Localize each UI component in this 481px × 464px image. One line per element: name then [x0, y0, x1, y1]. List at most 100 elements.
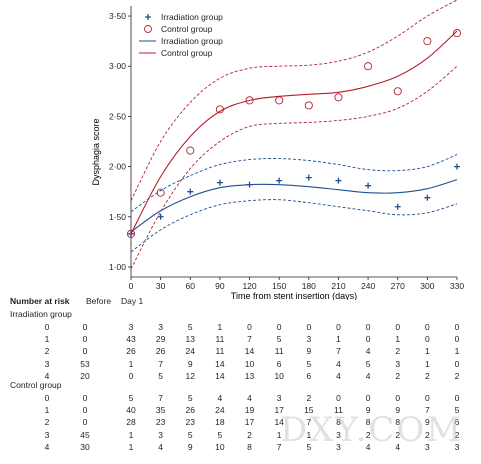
risk-cell: 5	[365, 358, 371, 369]
x-tick-label: 150	[272, 281, 286, 291]
risk-cell: 18	[215, 417, 225, 428]
risk-cell: 40	[126, 405, 136, 416]
risk-cell: 53	[80, 358, 90, 369]
risk-cell: 5	[187, 393, 193, 403]
risk-cell: 9	[306, 346, 312, 357]
risk-cell: 24	[215, 405, 225, 416]
risk-score-label: 1	[44, 334, 50, 345]
risk-cell: 9	[187, 358, 193, 369]
risk-score-label: 2	[44, 346, 50, 357]
risk-cell: 10	[215, 441, 225, 452]
risk-cell: 4	[217, 393, 223, 403]
legend-label: Control group	[161, 48, 213, 58]
risk-cell: 0	[82, 346, 88, 357]
risk-cell: 20	[80, 370, 90, 381]
risk-cell: 7	[336, 346, 341, 357]
irradiation-point	[157, 213, 164, 220]
risk-cell: 2	[454, 370, 460, 381]
risk-cell: 0	[82, 393, 88, 403]
risk-cell: 10	[244, 358, 255, 369]
x-axis-label: Time from stent insertion (days)	[231, 291, 357, 300]
y-tick-label: 2·00	[109, 162, 126, 172]
y-tick-label: 3·50	[109, 11, 126, 21]
risk-cell: 0	[82, 417, 88, 428]
risk-cell: 17	[244, 417, 255, 428]
risk-cell: 6	[454, 417, 460, 428]
risk-cell: 3	[336, 429, 341, 440]
irradiation-group-lower-ci	[130, 199, 458, 253]
risk-cell: 8	[395, 417, 401, 428]
risk-cell: 7	[424, 405, 430, 416]
risk-cell: 14	[215, 358, 225, 369]
risk-cell: 1	[217, 322, 223, 332]
risk-cell: 0	[336, 393, 341, 403]
risk-cell: 3	[158, 429, 163, 440]
risk-cell: 0	[454, 334, 460, 345]
risk-cell: 2	[424, 429, 430, 440]
risk-score-label: 4	[44, 370, 50, 381]
risk-cell: 5	[158, 370, 163, 381]
risk-cell: 9	[365, 405, 371, 416]
irradiation-point	[305, 174, 312, 181]
watermark: DXY.COM	[280, 410, 464, 450]
risk-cell: 11	[215, 346, 225, 357]
risk-cell: 14	[274, 417, 284, 428]
confidence-bands	[130, 0, 458, 270]
risk-cell: 0	[128, 370, 134, 381]
irradiation-point	[335, 177, 342, 184]
risk-cell: 0	[395, 322, 401, 332]
risk-cell: 6	[306, 370, 312, 381]
risk-cell: 11	[334, 405, 343, 416]
legend: Irradiation group Control group Irradiatio…	[139, 12, 223, 58]
x-tick-label: 240	[361, 281, 375, 291]
risk-cell: 1	[454, 346, 460, 357]
risk-cell: 4	[365, 370, 371, 381]
risk-cell: 1	[276, 429, 282, 440]
risk-cell: 5	[187, 429, 193, 440]
risk-cell: 7	[276, 441, 282, 452]
risk-cell: 15	[304, 405, 314, 416]
y-tick-label: 3·00	[109, 61, 126, 71]
risk-cell: 8	[247, 441, 252, 452]
risk-table-title: Number at risk	[10, 296, 70, 306]
risk-cell: 35	[155, 405, 166, 416]
legend-label: Irradiation group	[161, 36, 223, 46]
risk-cell: 0	[365, 322, 371, 332]
risk-cell: 9	[424, 417, 430, 428]
risk-cell: 3	[336, 441, 341, 452]
risk-cell: 7	[306, 417, 312, 428]
irradiation-point	[365, 182, 372, 189]
irradiation-point	[276, 177, 283, 184]
risk-cell: 0	[276, 322, 282, 332]
risk-cell: 5	[217, 429, 223, 440]
risk-score-label: 4	[44, 441, 50, 452]
risk-cell: 5	[276, 334, 282, 345]
risk-cell: 3	[276, 393, 282, 403]
risk-cell: 30	[80, 441, 90, 452]
x-tick-label: 60	[186, 281, 196, 291]
y-tick-label: 1·50	[109, 212, 126, 222]
risk-cell: 24	[185, 346, 195, 357]
risk-cell: 0	[424, 334, 430, 345]
control-group-lower-ci	[130, 65, 458, 270]
risk-cell: 1	[395, 334, 401, 345]
risk-cell: 0	[424, 393, 430, 403]
dysphagia-chart: 0 30 60 90 120 150 180 210 240 270 300 330 1·00 1·50 2…	[91, 0, 464, 300]
risk-cell: 4	[395, 441, 401, 452]
control-point	[393, 87, 402, 96]
control-point	[423, 37, 432, 46]
risk-cell: 1	[424, 358, 430, 369]
axes-layer: 0 30 60 90 120 150 180 210 240 270 300 330 1·00 1·50 2…	[109, 6, 464, 291]
fit-lines	[130, 30, 458, 235]
legend-label: Irradiation group	[161, 12, 223, 22]
risk-cell: 0	[454, 358, 460, 369]
risk-cell: 0	[454, 393, 460, 403]
irradiation-point	[424, 194, 431, 201]
risk-cell: 0	[82, 405, 88, 416]
x-tick-label: 30	[156, 281, 166, 291]
risk-cell: 23	[185, 417, 195, 428]
risk-cell: 0	[365, 393, 371, 403]
risk-score-label: 3	[44, 358, 50, 369]
risk-cell: 4	[365, 346, 371, 357]
risk-cell: 5	[128, 393, 134, 403]
